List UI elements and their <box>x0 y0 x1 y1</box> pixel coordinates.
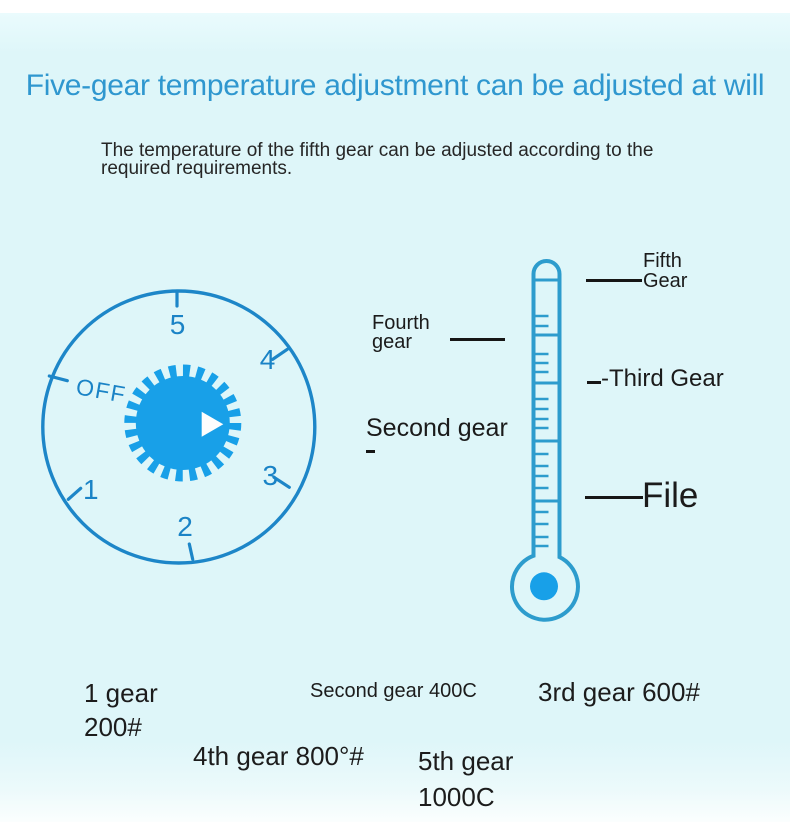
dial-mark-5: 5 <box>170 309 186 340</box>
connector-line-first-gear <box>585 496 643 499</box>
dial-circle <box>41 289 317 565</box>
connector-line-fourth-gear <box>450 338 505 341</box>
fourth-gear-label-line-2: gear <box>372 331 413 353</box>
dial-mark-4: 4 <box>260 344 276 375</box>
dial-mark-1: 1 <box>83 474 99 505</box>
thermometer-bulb-dot <box>530 572 558 601</box>
gear-knob-icon <box>124 364 242 482</box>
connector-line-fifth-gear <box>586 279 642 282</box>
page-title: Five-gear temperature adjustment can be … <box>25 69 765 102</box>
legend-gear5: 5th gear 1000C <box>418 743 513 815</box>
legend-gear4: 4th gear 800°# <box>193 741 364 771</box>
thermometer-minor-ticks <box>535 314 549 548</box>
second-gear-label: Second gear <box>366 414 508 442</box>
legend-gear1: 1 gear 200# <box>84 676 158 744</box>
fourth-gear-label: Fourth gear <box>372 312 430 353</box>
legend-gear2: Second gear 400C <box>310 680 477 702</box>
legend-gear5-line-1: 5th gear <box>418 746 514 776</box>
connector-line-third-gear <box>587 381 601 384</box>
thermometer-major-lines <box>533 278 560 503</box>
fifth-gear-label-line-1: Fifth <box>643 250 682 272</box>
dial-mark-2: 2 <box>177 511 193 542</box>
subtitle-line-2: required requirements. <box>101 158 293 179</box>
third-gear-label: -Third Gear <box>601 365 724 392</box>
legend-gear1-line-2: 200# <box>84 712 142 742</box>
subtitle: The temperature of the fifth gear can be… <box>101 140 654 179</box>
legend-gear1-line-1: 1 gear <box>84 678 158 708</box>
subtitle-line-1: The temperature of the fifth gear can be… <box>101 140 654 161</box>
thermometer-outline <box>510 259 580 622</box>
connector-dash-second-gear <box>366 450 375 453</box>
dial-mark-3: 3 <box>263 460 279 491</box>
legend-gear3: 3rd gear 600# <box>538 677 700 707</box>
dial-mark-off: OFF <box>74 373 128 407</box>
temperature-dial-illustration: 5 4 3 2 1 OFF <box>41 289 317 565</box>
first-gear-label: File <box>642 476 699 515</box>
fifth-gear-label: Fifth Gear <box>643 251 687 291</box>
pointer-triangle-icon <box>201 411 224 437</box>
thermometer-illustration <box>510 259 580 622</box>
fifth-gear-label-line-2: Gear <box>643 270 688 292</box>
dial-ticks <box>47 289 291 561</box>
legend-gear5-line-2: 1000C <box>418 782 495 812</box>
fourth-gear-label-line-1: Fourth <box>372 312 430 334</box>
